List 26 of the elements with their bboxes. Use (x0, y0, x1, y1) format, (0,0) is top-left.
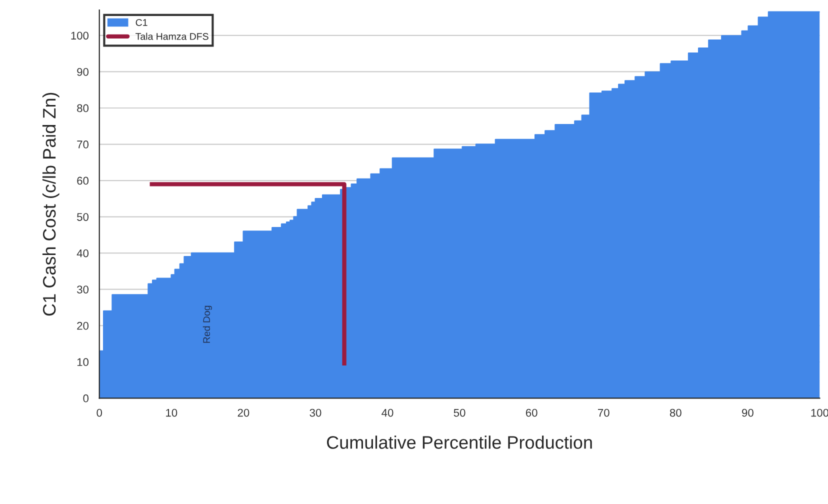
y-tick-label: 80 (77, 104, 89, 112)
y-tick-label: 20 (77, 322, 89, 330)
y-axis-title: C1 Cash Cost (c/lb Paid Zn) (42, 92, 60, 316)
x-tick-label: 80 (670, 408, 682, 417)
legend-label: C1 (136, 19, 148, 26)
y-tick-label: 30 (77, 286, 89, 294)
y-tick-label: 90 (77, 68, 89, 76)
y-tick-label: 0 (83, 394, 89, 402)
annotation: Red Dog (202, 306, 212, 343)
x-tick-label: 30 (310, 408, 322, 417)
x-tick-label: 40 (382, 408, 394, 417)
x-tick-label: 0 (96, 408, 102, 417)
legend-label: Tala Hamza DFS (136, 32, 208, 40)
x-axis-title: Cumulative Percentile Production (326, 436, 592, 449)
x-tick-label: 60 (526, 408, 538, 417)
y-tick-label: 100 (71, 32, 89, 40)
x-tick-label: 10 (166, 408, 178, 417)
y-tick-label: 40 (76, 249, 89, 258)
x-tick-label: 70 (598, 408, 610, 417)
x-tick-label: 50 (454, 408, 466, 417)
y-tick-label: 60 (77, 176, 89, 185)
y-tick-label: 50 (77, 213, 89, 221)
x-tick-label: 20 (238, 408, 250, 417)
y-tick-label: 70 (77, 140, 89, 148)
y-tick-label: 10 (77, 358, 89, 366)
x-tick-label: 90 (742, 408, 754, 417)
